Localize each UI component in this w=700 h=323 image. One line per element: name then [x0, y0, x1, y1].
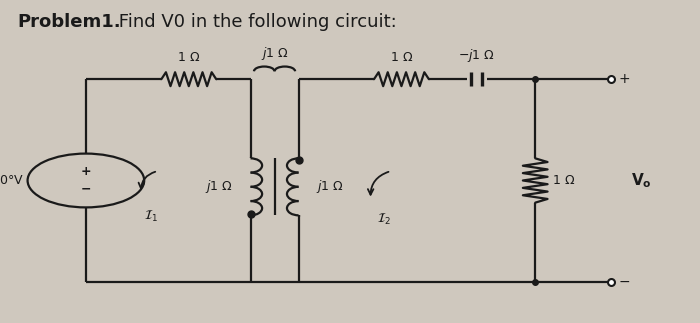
Text: +: +	[619, 72, 631, 86]
Text: $j1\ \Omega$: $j1\ \Omega$	[205, 178, 233, 195]
Text: $\mathcal{I}_1$: $\mathcal{I}_1$	[144, 209, 158, 224]
Text: $12\!\angle\!0°$V: $12\!\angle\!0°$V	[0, 173, 25, 187]
Text: $-j1\ \Omega$: $-j1\ \Omega$	[458, 47, 496, 64]
Text: $1\ \Omega$: $1\ \Omega$	[177, 51, 200, 64]
Text: $1\ \Omega$: $1\ \Omega$	[390, 51, 413, 64]
Text: +: +	[80, 165, 91, 178]
Text: Find V0 in the following circuit:: Find V0 in the following circuit:	[113, 13, 397, 31]
Text: $j1\ \Omega$: $j1\ \Omega$	[260, 45, 288, 62]
Text: −: −	[80, 183, 91, 196]
Text: $\mathcal{I}_2$: $\mathcal{I}_2$	[377, 212, 391, 227]
Text: Problem1.: Problem1.	[18, 13, 121, 31]
Text: $\mathbf{V_o}$: $\mathbf{V_o}$	[631, 171, 652, 190]
Text: $1\ \Omega$: $1\ \Omega$	[552, 174, 575, 187]
Text: −: −	[619, 275, 631, 289]
Text: $j1\ \Omega$: $j1\ \Omega$	[316, 178, 344, 195]
